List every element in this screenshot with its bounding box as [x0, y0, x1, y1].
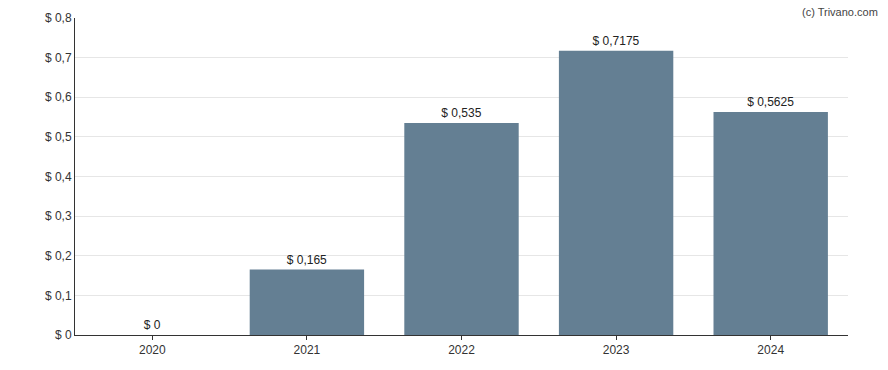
- svg-text:2020: 2020: [139, 343, 166, 357]
- svg-text:$ 0,7: $ 0,7: [45, 51, 72, 65]
- svg-text:$ 0: $ 0: [55, 328, 72, 342]
- svg-text:2022: 2022: [448, 343, 475, 357]
- svg-text:$ 0,2: $ 0,2: [45, 249, 72, 263]
- svg-text:$ 0,1: $ 0,1: [45, 289, 72, 303]
- svg-text:$ 0,535: $ 0,535: [441, 106, 481, 120]
- svg-text:$ 0,5: $ 0,5: [45, 130, 72, 144]
- svg-text:(c) Trivano.com: (c) Trivano.com: [802, 6, 878, 18]
- svg-text:$ 0,7175: $ 0,7175: [593, 34, 640, 48]
- svg-text:2021: 2021: [294, 343, 321, 357]
- svg-text:$ 0,4: $ 0,4: [45, 170, 72, 184]
- svg-text:$ 0,6: $ 0,6: [45, 90, 72, 104]
- svg-text:$ 0,5625: $ 0,5625: [747, 95, 794, 109]
- svg-text:2024: 2024: [757, 343, 784, 357]
- svg-text:$ 0,8: $ 0,8: [45, 11, 72, 25]
- svg-text:2023: 2023: [603, 343, 630, 357]
- svg-text:$ 0: $ 0: [144, 318, 161, 332]
- svg-text:$ 0,165: $ 0,165: [287, 253, 327, 267]
- svg-text:$ 0,3: $ 0,3: [45, 209, 72, 223]
